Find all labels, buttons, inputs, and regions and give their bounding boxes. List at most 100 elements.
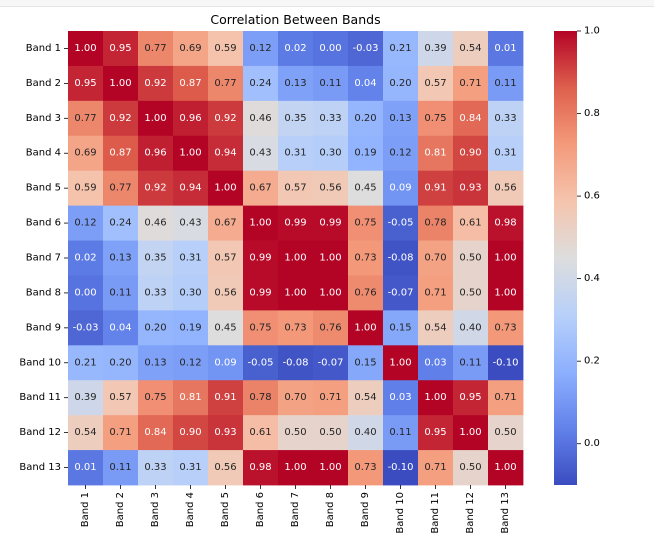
heatmap-cell: [488, 415, 524, 451]
heatmap-cell: [278, 170, 314, 207]
cell-value-label: 0.30: [319, 148, 341, 159]
heatmap-cell: [173, 345, 209, 381]
cell-value-label: 0.54: [459, 43, 481, 54]
heatmap-cell: [243, 65, 279, 102]
heatmap-cell: [313, 415, 349, 451]
cell-value-label: 0.94: [214, 148, 236, 159]
cell-value-label: -0.03: [353, 43, 379, 54]
heatmap-cell: [418, 345, 454, 381]
heatmap-cell: [208, 450, 244, 486]
heatmap-cell: [103, 31, 139, 67]
heatmap-cell: [383, 135, 419, 172]
cell-value-label: 0.03: [389, 392, 411, 403]
heatmap-cell: [68, 415, 104, 451]
heatmap-cell: [348, 135, 384, 172]
cell-value-label: 1.00: [144, 113, 166, 124]
heatmap-cell: [383, 415, 419, 451]
heatmap-cell: [173, 275, 209, 311]
y-axis-labels: Band 1 Band 2 Band 3 Band 4 Band 5 Band 6 Band…: [19, 43, 68, 473]
heatmap-cell: [348, 100, 384, 137]
heatmap-cell: [278, 310, 314, 346]
cell-value-label: 0.75: [144, 392, 166, 403]
cell-value-label: 0.77: [74, 113, 96, 124]
cell-value-label: 0.94: [179, 183, 201, 194]
heatmap-cell: [68, 240, 104, 276]
cell-value-label: 0.54: [74, 427, 96, 438]
heatmap-cell: [173, 415, 209, 451]
cell-value-label: 0.39: [424, 43, 446, 54]
cell-value-label: 0.84: [459, 113, 481, 124]
heatmap-cell: [243, 100, 279, 137]
cell-value-label: 0.45: [354, 183, 376, 194]
cell-value-label: 0.76: [354, 287, 376, 298]
cell-value-label: 0.95: [74, 78, 96, 89]
heatmap-cell: [348, 205, 384, 241]
heatmap-cell: [103, 240, 139, 276]
heatmap-cell: [348, 31, 384, 67]
heatmap-cell: [243, 380, 279, 416]
cell-value-label: 0.92: [109, 113, 131, 124]
cell-value-label: 1.00: [319, 462, 341, 473]
cell-value-label: 0.09: [389, 183, 411, 194]
cell-value-label: 0.56: [319, 183, 341, 194]
heatmap-cell: [348, 415, 384, 451]
x-tick-label: Band 10: [395, 492, 406, 534]
heatmap-cell: [208, 100, 244, 137]
cell-value-label: 0.77: [144, 43, 166, 54]
heatmap-cell: [383, 205, 419, 241]
heatmap-cell: [313, 135, 349, 172]
heatmap-cell: [313, 450, 349, 486]
cell-value-label: 1.00: [354, 322, 376, 333]
cell-value-label: 0.12: [389, 148, 411, 159]
cell-value-label: 0.19: [354, 148, 376, 159]
heatmap-cell: [418, 135, 454, 172]
cell-value-label: 1.00: [284, 462, 306, 473]
y-tick-label: Band 4: [26, 148, 61, 159]
cell-value-label: 1.00: [389, 357, 411, 368]
heatmap-cell: [138, 31, 174, 67]
heatmap-cell: [173, 170, 209, 207]
cell-value-label: 0.24: [249, 78, 271, 89]
x-tick-label: Band 4: [185, 492, 196, 527]
heatmap-cell: [488, 31, 524, 67]
heatmap-cell: [418, 240, 454, 276]
heatmap-cell: [453, 450, 489, 486]
heatmap-cell: [103, 450, 139, 486]
heatmap-cell: [68, 275, 104, 311]
x-tick-label: Band 5: [220, 492, 231, 527]
cell-value-label: 0.57: [284, 183, 306, 194]
cell-value-label: 0.33: [144, 287, 166, 298]
heatmap-cell: [278, 450, 314, 486]
cell-value-label: 0.67: [249, 183, 271, 194]
heatmap-cell: [453, 415, 489, 451]
cell-value-label: 0.96: [179, 113, 201, 124]
cell-value-label: 0.73: [354, 253, 376, 264]
cell-value-label: 0.20: [354, 113, 376, 124]
cell-value-label: 0.78: [424, 218, 446, 229]
heatmap-cell: [418, 275, 454, 311]
cell-value-label: 0.73: [284, 322, 306, 333]
cell-value-label: 0.90: [459, 148, 481, 159]
cell-value-label: 0.92: [144, 183, 166, 194]
heatmap-cell: [488, 65, 524, 102]
heatmap-cell: [453, 135, 489, 172]
cell-value-label: 0.93: [214, 427, 236, 438]
cell-value-label: 0.21: [74, 357, 96, 368]
heatmap-cell: [488, 310, 524, 346]
heatmap-cell: [453, 380, 489, 416]
y-tick-label: Band 13: [19, 462, 61, 473]
heatmap-cell: [138, 275, 174, 311]
heatmap-cell: [278, 135, 314, 172]
heatmap-cell: [488, 275, 524, 311]
cell-value-label: 1.00: [494, 462, 516, 473]
cell-value-label: 0.13: [389, 113, 411, 124]
x-tick-label: Band 6: [255, 492, 266, 527]
cell-value-label: 0.91: [424, 183, 446, 194]
heatmap-cell: [278, 65, 314, 102]
cell-value-label: 0.20: [109, 357, 131, 368]
cell-value-label: 0.61: [249, 427, 271, 438]
cell-value-label: 0.75: [354, 218, 376, 229]
heatmap-cell: [383, 240, 419, 276]
heatmap-cell: [313, 65, 349, 102]
top-frame-strip: [0, 0, 654, 7]
